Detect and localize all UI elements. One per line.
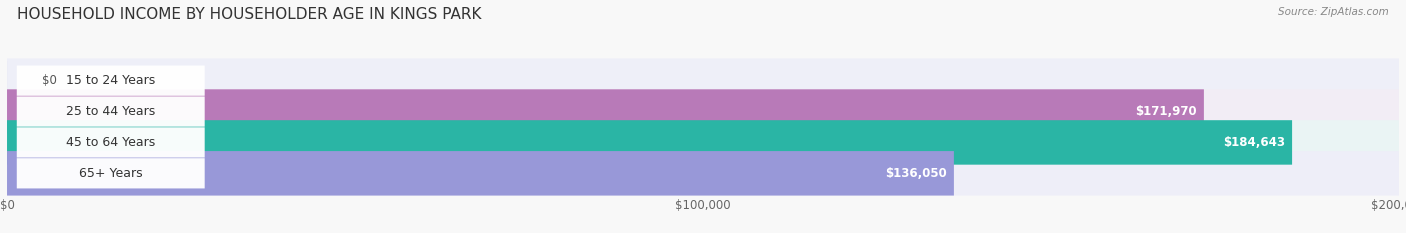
Text: 25 to 44 Years: 25 to 44 Years	[66, 105, 155, 118]
Text: 15 to 24 Years: 15 to 24 Years	[66, 74, 155, 87]
Text: $171,970: $171,970	[1135, 105, 1197, 118]
FancyBboxPatch shape	[17, 96, 205, 127]
FancyBboxPatch shape	[17, 158, 205, 188]
Text: HOUSEHOLD INCOME BY HOUSEHOLDER AGE IN KINGS PARK: HOUSEHOLD INCOME BY HOUSEHOLDER AGE IN K…	[17, 7, 481, 22]
Text: $0: $0	[42, 74, 56, 87]
FancyBboxPatch shape	[7, 89, 1399, 134]
Text: Source: ZipAtlas.com: Source: ZipAtlas.com	[1278, 7, 1389, 17]
Text: $184,643: $184,643	[1223, 136, 1285, 149]
FancyBboxPatch shape	[17, 127, 205, 158]
FancyBboxPatch shape	[17, 65, 205, 96]
Text: 65+ Years: 65+ Years	[79, 167, 142, 180]
Text: $136,050: $136,050	[886, 167, 946, 180]
FancyBboxPatch shape	[7, 151, 1399, 195]
FancyBboxPatch shape	[7, 58, 1399, 103]
FancyBboxPatch shape	[7, 89, 1204, 134]
Text: 45 to 64 Years: 45 to 64 Years	[66, 136, 155, 149]
FancyBboxPatch shape	[7, 120, 1292, 165]
FancyBboxPatch shape	[7, 120, 1399, 165]
FancyBboxPatch shape	[7, 151, 953, 195]
